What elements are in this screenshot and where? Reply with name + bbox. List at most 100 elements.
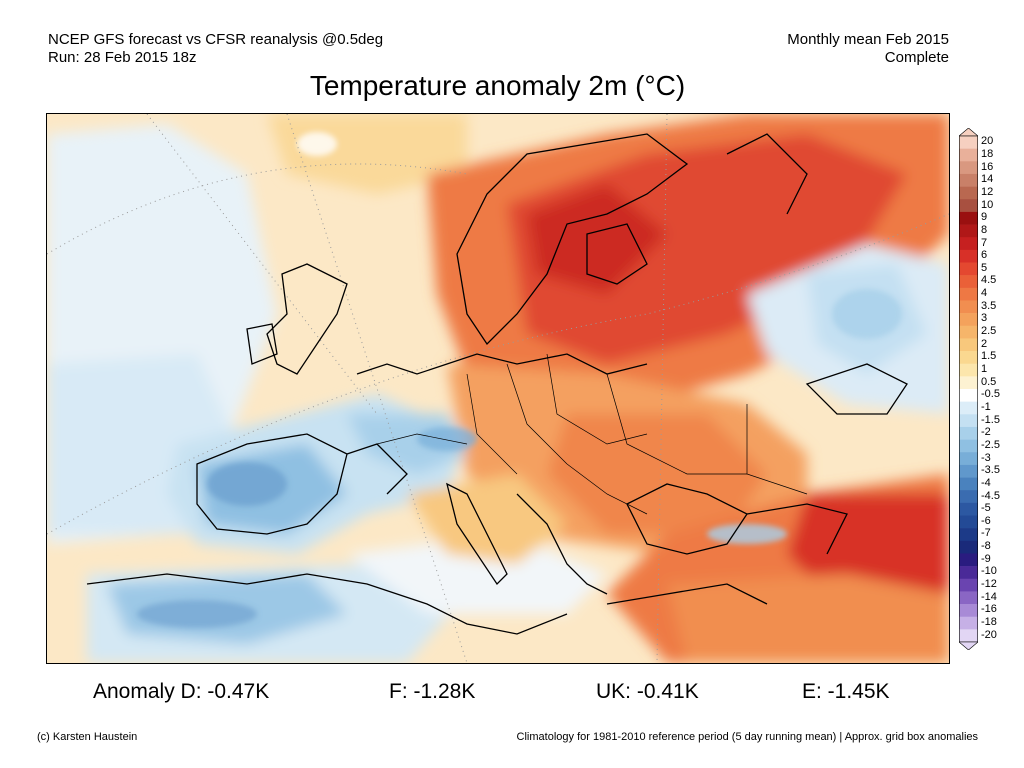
colorbar-label: -1 xyxy=(981,400,991,413)
anomaly-germany: Anomaly D: -0.47K xyxy=(93,680,270,703)
map-title: Temperature anomaly 2m (°C) xyxy=(309,70,686,101)
colorbar-label: -12 xyxy=(981,578,997,591)
colorbar-label: 18 xyxy=(981,147,994,160)
status-label: Complete xyxy=(884,49,949,66)
colorbar-label: -16 xyxy=(981,603,997,616)
colorbar-label: 3 xyxy=(981,312,988,325)
colorbar-label: 9 xyxy=(981,211,988,224)
colorbar-label: 2 xyxy=(981,337,988,350)
colorbar-swatch xyxy=(959,566,978,580)
colorbar-swatch xyxy=(959,173,978,187)
colorbar-swatch xyxy=(959,363,978,377)
colorbar-swatch xyxy=(959,414,978,428)
colorbar-label: -6 xyxy=(981,514,991,527)
colorbar-label: 5 xyxy=(981,261,988,274)
colorbar-swatch xyxy=(959,351,978,364)
colorbar-label: -8 xyxy=(981,540,991,553)
colorbar-label: 8 xyxy=(981,223,988,236)
colorbar-label: -1.5 xyxy=(981,413,1000,426)
colorbar-swatch xyxy=(959,464,978,478)
colorbar-label: 1.5 xyxy=(981,350,997,363)
colorbar-swatch xyxy=(959,604,978,617)
climatology-note: Climatology for 1981-2010 reference peri… xyxy=(516,731,978,743)
colorbar-swatch xyxy=(959,224,978,238)
colorbar-label: -3.5 xyxy=(981,464,1000,477)
colorbar-swatch xyxy=(959,313,978,327)
colorbar-label: 12 xyxy=(981,185,994,198)
colorbar-max-arrow xyxy=(959,128,978,137)
colorbar-label: 1 xyxy=(981,363,988,376)
colorbar-swatch xyxy=(959,148,978,162)
coastlines xyxy=(86,133,908,635)
colorbar-label: -14 xyxy=(981,590,997,603)
colorbar-swatch xyxy=(959,136,978,149)
colorbar-label: -5 xyxy=(981,502,991,515)
colorbar-swatch xyxy=(959,477,978,491)
colorbar-label: -7 xyxy=(981,527,991,540)
map-canvas xyxy=(47,114,949,663)
colorbar-label: 20 xyxy=(981,135,994,148)
run-info: NCEP GFS forecast vs CFSR reanalysis @0.… xyxy=(48,31,383,67)
anomaly-france: F: -1.28K xyxy=(389,680,476,703)
colorbar-label: 10 xyxy=(981,198,994,211)
colorbar-swatch xyxy=(959,502,978,516)
colorbar-label: -2.5 xyxy=(981,438,1000,451)
colorbar-label: 7 xyxy=(981,236,988,249)
anomaly-spain: E: -1.45K xyxy=(802,680,890,703)
colorbar-label: -4.5 xyxy=(981,489,1000,502)
period-label: Monthly mean Feb 2015 xyxy=(787,31,949,48)
colorbar-swatch xyxy=(959,426,978,440)
colorbar-swatch xyxy=(959,338,978,352)
colorbar-label: -20 xyxy=(981,628,997,641)
colorbar-swatch xyxy=(959,287,978,301)
colorbar-swatch xyxy=(959,490,978,504)
colorbar-swatch xyxy=(959,515,978,529)
colorbar-swatch xyxy=(959,275,978,289)
period-info: Monthly mean Feb 2015 Complete xyxy=(787,31,949,67)
colorbar xyxy=(959,128,978,650)
colorbar-swatch xyxy=(959,629,978,643)
colorbar-swatch xyxy=(959,591,978,605)
colorbar-label: 0.5 xyxy=(981,375,997,388)
colorbar-label: 2.5 xyxy=(981,325,997,338)
colorbar-swatch xyxy=(959,325,978,339)
colorbar-swatch xyxy=(959,452,978,466)
colorbar-swatch xyxy=(959,249,978,263)
colorbar-label: 6 xyxy=(981,249,988,262)
colorbar-label: 4 xyxy=(981,287,988,300)
colorbar-swatch xyxy=(959,578,978,592)
colorbar-swatch xyxy=(959,300,978,314)
copyright: (c) Karsten Haustein xyxy=(37,731,138,743)
model-description: NCEP GFS forecast vs CFSR reanalysis @0.… xyxy=(48,31,384,48)
colorbar-swatch xyxy=(959,553,978,567)
colorbar-swatch xyxy=(959,616,978,630)
colorbar-swatch xyxy=(959,439,978,453)
cold-spots xyxy=(137,132,902,628)
colorbar-swatch xyxy=(959,237,978,251)
colorbar-swatch xyxy=(959,161,978,175)
colorbar-label: 16 xyxy=(981,160,994,173)
graticule xyxy=(47,114,949,663)
colorbar-swatch xyxy=(959,389,978,402)
borders xyxy=(376,353,808,515)
colorbar-label: -3 xyxy=(981,451,991,464)
anomaly-map xyxy=(46,113,950,664)
colorbar-label: 3.5 xyxy=(981,299,997,312)
colorbar-label: -0.5 xyxy=(981,388,1000,401)
colorbar-swatch xyxy=(959,262,978,276)
colorbar-min-arrow xyxy=(959,641,978,650)
colorbar-swatch xyxy=(959,186,978,200)
colorbar-swatch xyxy=(959,540,978,554)
colorbar-label: 4.5 xyxy=(981,274,997,287)
colorbar-swatch xyxy=(959,401,978,415)
colorbar-swatch xyxy=(959,199,978,213)
colorbar-swatch xyxy=(959,376,978,390)
colorbar-label: -4 xyxy=(981,476,991,489)
anomaly-uk: UK: -0.41K xyxy=(596,680,699,703)
colorbar-label: -9 xyxy=(981,552,991,565)
run-time: Run: 28 Feb 2015 18z xyxy=(48,49,197,66)
colorbar-label: -2 xyxy=(981,426,991,439)
colorbar-swatch xyxy=(959,211,978,225)
colorbar-label: 14 xyxy=(981,173,994,186)
colorbar-label: -18 xyxy=(981,616,997,629)
